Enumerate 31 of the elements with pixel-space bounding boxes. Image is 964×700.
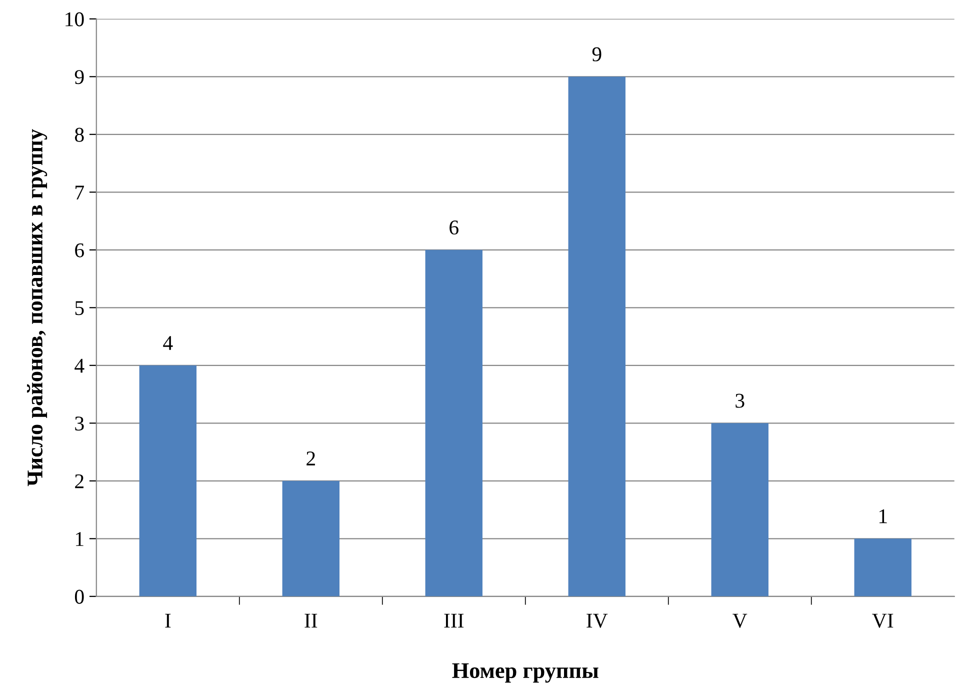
y-tick-label: 10 [66, 12, 84, 26]
bar [425, 250, 482, 596]
y-tick-label: 9 [74, 70, 84, 84]
x-tick-label: V [732, 614, 748, 628]
bar [854, 538, 912, 596]
bar [568, 76, 626, 596]
data-label: 4 [163, 336, 173, 350]
data-label: 9 [592, 47, 602, 62]
data-label: 3 [736, 394, 744, 408]
y-tick-label: 0 [74, 590, 84, 604]
x-tick-label: III [444, 614, 464, 628]
x-tick-label: VI [872, 614, 894, 628]
x-tick-label: I [165, 614, 171, 628]
y-tick-label: 8 [74, 128, 84, 142]
x-tick-label: IV [586, 614, 608, 628]
y-tick-label: 4 [74, 358, 84, 373]
y-tick-label: 3 [75, 416, 84, 431]
data-label: 2 [306, 452, 315, 466]
bar [282, 480, 340, 596]
x-axis-title: Номер группы [452, 663, 598, 683]
y-tick-label: 5 [75, 301, 84, 316]
y-tick-label: 2 [75, 474, 84, 488]
y-tick-label: 7 [76, 186, 84, 200]
y-tick-label: 6 [75, 243, 84, 258]
y-axis-title: Число районов, попавших в группу [27, 129, 48, 486]
data-label: 1 [879, 509, 887, 524]
data-label: 6 [450, 220, 458, 235]
y-tick-label: 1 [76, 532, 84, 546]
x-tick-label: II [304, 614, 318, 628]
bar [139, 365, 196, 596]
bar [711, 423, 768, 596]
